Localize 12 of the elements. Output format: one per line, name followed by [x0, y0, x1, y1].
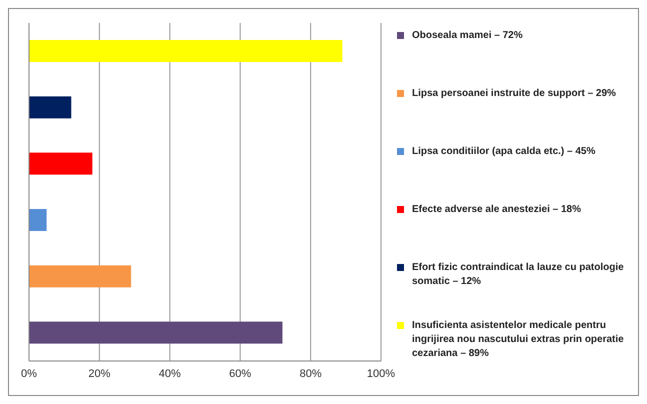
legend-label: Lipsa conditiilor (apa calda etc.) – 45%	[412, 145, 596, 159]
legend-label: Oboseala mamei – 72%	[412, 29, 523, 43]
legend-label: Efecte adverse ale anesteziei – 18%	[412, 203, 581, 217]
legend-label: Efort fizic contraindicat la lauze cu patologie somatic – 12%	[412, 261, 625, 289]
x-tick-label: 60%	[229, 368, 252, 380]
legend-label: Lipsa persoanei instruite de support – 29%	[412, 87, 616, 101]
x-tick-label: 40%	[158, 368, 182, 380]
legend-label: Insuficienta asistentelor medicale pentru ingrijirea nou nascutului extras prin operatie cezariana – 89%	[412, 319, 625, 361]
x-tick-label: 20%	[88, 368, 111, 380]
x-tick-label: 80%	[300, 368, 322, 380]
x-tick-label: 0%	[21, 368, 38, 380]
x-tick-label: 100%	[366, 368, 396, 380]
